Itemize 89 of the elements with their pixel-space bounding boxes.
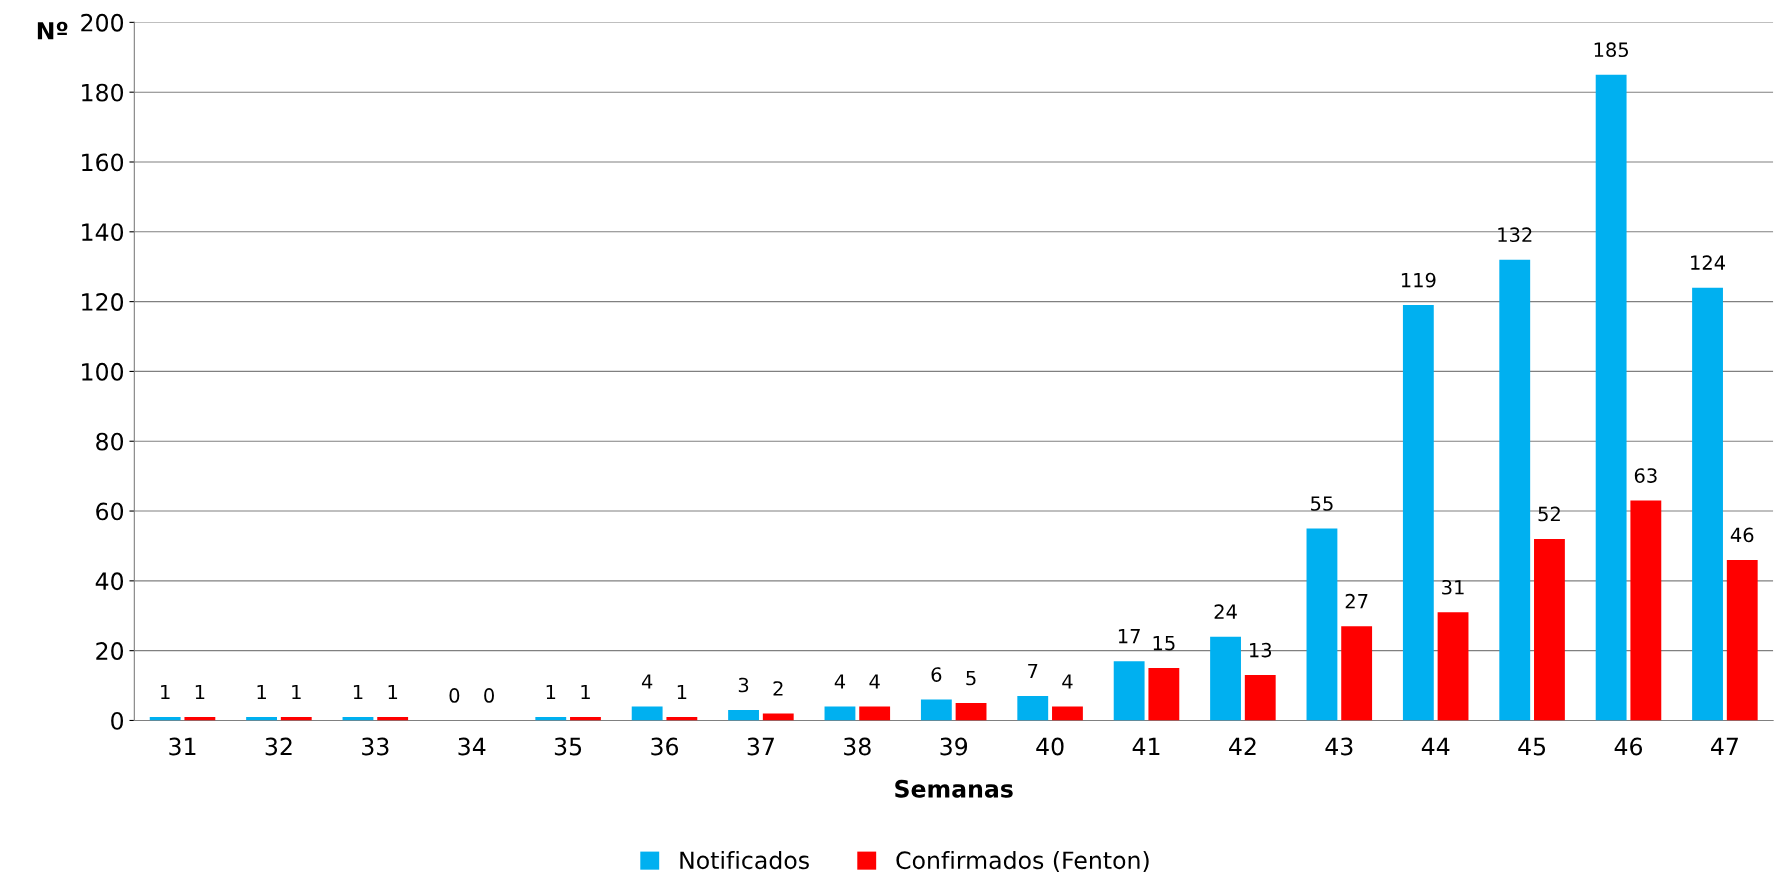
data-label: 4 xyxy=(869,674,880,689)
data-label: 55 xyxy=(1311,496,1333,511)
data-label: 1 xyxy=(161,684,170,700)
data-label: 1 xyxy=(546,684,556,700)
data-label: 124 xyxy=(1691,255,1726,270)
y-tick-label: 60 xyxy=(96,502,124,521)
data-label: 1 xyxy=(353,684,363,700)
data-label: 17 xyxy=(1118,629,1140,644)
bar xyxy=(1052,706,1083,721)
bar xyxy=(1726,559,1758,721)
bar xyxy=(1341,626,1373,721)
bar xyxy=(1692,287,1723,721)
x-tick-label: 33 xyxy=(362,737,389,756)
x-tick-label: 42 xyxy=(1229,737,1256,756)
data-label: 4 xyxy=(641,674,653,689)
bar xyxy=(762,713,794,721)
y-tick-label: 100 xyxy=(82,362,124,381)
bar xyxy=(920,699,952,721)
bar xyxy=(955,703,987,721)
data-label: 31 xyxy=(1442,579,1464,595)
data-label: 5 xyxy=(966,670,976,686)
bar xyxy=(1306,528,1338,721)
y-tick-label: 120 xyxy=(82,293,124,311)
bar xyxy=(1437,612,1469,721)
bar xyxy=(1017,696,1049,721)
data-label: 24 xyxy=(1214,604,1237,619)
x-tick-label: 39 xyxy=(940,737,968,756)
x-tick-label: 40 xyxy=(1036,737,1064,756)
data-label: 52 xyxy=(1538,506,1560,522)
x-tick-label: 47 xyxy=(1711,737,1738,756)
x-tick-label: 37 xyxy=(747,737,774,756)
data-label: 132 xyxy=(1498,227,1532,243)
x-tick-label: 45 xyxy=(1518,737,1546,756)
data-label: 0 xyxy=(484,688,494,703)
x-axis-title: Semanas xyxy=(895,779,1013,798)
data-label: 4 xyxy=(834,674,846,689)
y-tick-label: 140 xyxy=(82,223,124,242)
x-tick-label: 35 xyxy=(554,737,582,756)
y-tick-label: 160 xyxy=(82,153,124,172)
bar xyxy=(1534,538,1565,721)
data-label: 119 xyxy=(1401,272,1436,288)
x-tick-label: 32 xyxy=(265,737,292,756)
legend-label: Notificados xyxy=(680,850,809,870)
data-label: 185 xyxy=(1594,42,1628,58)
y-tick-label: 180 xyxy=(82,83,124,102)
data-label: 0 xyxy=(449,688,460,703)
bar xyxy=(859,706,891,721)
y-tick-label: 200 xyxy=(81,13,124,32)
bar xyxy=(1499,259,1531,721)
data-label: 63 xyxy=(1634,468,1657,483)
y-tick-label: 80 xyxy=(96,432,124,451)
data-label: 1 xyxy=(292,684,301,700)
data-label: 6 xyxy=(931,667,942,682)
bar xyxy=(1630,500,1662,721)
x-tick-label: 38 xyxy=(844,737,871,756)
y-axis-title: Nº xyxy=(37,21,68,40)
data-label: 1 xyxy=(257,684,266,700)
data-label: 1 xyxy=(581,684,590,700)
x-tick-label: 44 xyxy=(1421,737,1450,756)
x-tick-label: 36 xyxy=(651,737,679,756)
data-label: 1 xyxy=(195,684,205,700)
data-label: 4 xyxy=(1062,674,1073,689)
bar xyxy=(1244,675,1276,721)
data-label: 1 xyxy=(677,684,687,700)
bar xyxy=(824,706,856,721)
data-label: 15 xyxy=(1153,636,1175,651)
y-tick-label: 40 xyxy=(95,572,124,591)
x-tick-label: 41 xyxy=(1132,737,1160,756)
data-label: 1 xyxy=(388,684,398,700)
data-label: 3 xyxy=(738,677,749,693)
data-label: 2 xyxy=(773,681,783,696)
bar xyxy=(728,710,759,721)
bar xyxy=(631,706,663,721)
bar xyxy=(1210,636,1241,721)
data-label: 27 xyxy=(1345,593,1368,609)
data-label: 46 xyxy=(1730,527,1754,543)
data-label: 7 xyxy=(1028,663,1038,679)
x-tick-label: 46 xyxy=(1614,737,1643,756)
y-tick-label: 20 xyxy=(96,642,124,660)
bar xyxy=(1595,74,1627,721)
bar xyxy=(1113,661,1145,721)
data-label: 13 xyxy=(1250,642,1272,658)
x-tick-label: 43 xyxy=(1325,737,1353,756)
x-tick-label: 34 xyxy=(458,737,486,756)
legend-label: Confirmados (Fenton) xyxy=(896,850,1149,872)
y-tick-label: 0 xyxy=(111,711,124,730)
bar xyxy=(1148,668,1180,721)
bar xyxy=(1402,305,1434,721)
x-tick-label: 31 xyxy=(169,737,196,756)
